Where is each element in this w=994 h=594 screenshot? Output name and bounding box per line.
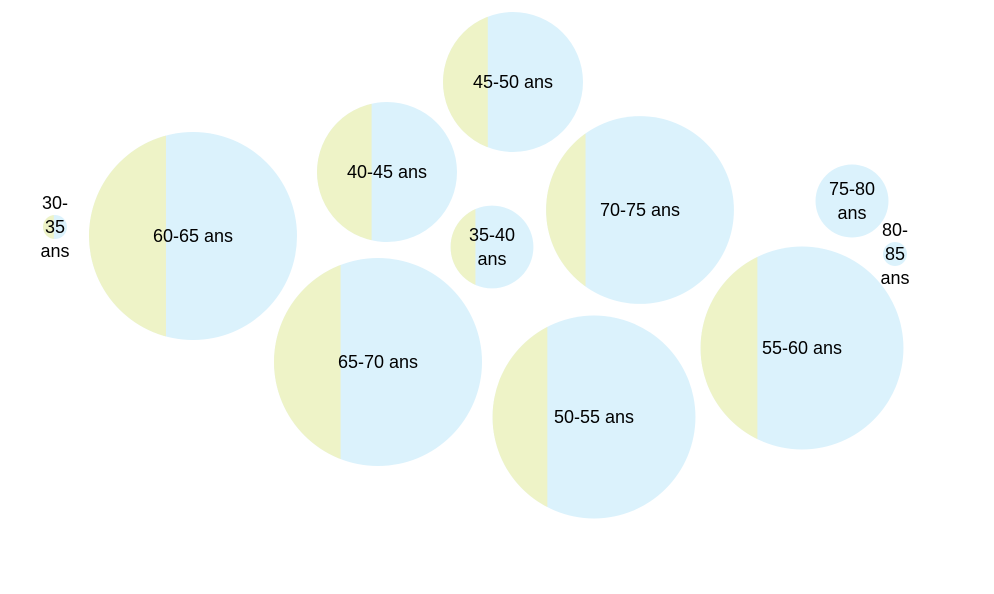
bubble-part-b xyxy=(883,242,907,266)
bubble-label-line: ans xyxy=(477,249,506,269)
bubble-75-80-ans: 75-80 ans xyxy=(815,164,889,238)
bubble-part-a xyxy=(43,215,54,239)
bubble-label-line: 65-70 ans xyxy=(338,352,418,372)
bubble-label-line: 35 xyxy=(45,217,65,237)
bubble-part-b xyxy=(815,164,889,238)
bubble-label-line: 80- xyxy=(882,220,908,240)
bubble-label: 70-75 ans xyxy=(600,200,680,220)
bubble-label-line: 70-75 ans xyxy=(600,200,680,220)
bubble-label: 30- 35 ans xyxy=(40,193,69,261)
bubble-part-a xyxy=(492,315,548,519)
bubble-part-a xyxy=(546,116,586,304)
bubble-label: 40-45 ans xyxy=(347,162,427,182)
bubble-80-85-ans: 80- 85 ans xyxy=(880,220,909,288)
bubble-part-a xyxy=(450,205,476,289)
bubble-label-line: 55-60 ans xyxy=(762,338,842,358)
bubble-label: 55-60 ans xyxy=(762,338,842,358)
bubble-label-line: 40-45 ans xyxy=(347,162,427,182)
bubble-label: 60-65 ans xyxy=(153,226,233,246)
bubble-part-a xyxy=(274,258,341,466)
bubble-35-40-ans: 35-40 ans xyxy=(450,205,534,289)
bubble-part-a xyxy=(700,246,758,450)
bubble-label: 75-80 ans xyxy=(829,179,875,223)
bubble-70-75-ans: 70-75 ans xyxy=(546,116,734,304)
bubble-label: 35-40 ans xyxy=(469,225,515,269)
bubble-label: 80- 85 ans xyxy=(880,220,909,288)
bubble-label-line: 50-55 ans xyxy=(554,407,634,427)
bubble-55-60-ans: 55-60 ans xyxy=(700,246,904,450)
bubble-40-45-ans: 40-45 ans xyxy=(316,101,458,243)
bubble-label-line: 85 xyxy=(885,244,905,264)
bubble-label-line: ans xyxy=(837,203,866,223)
bubble-30-35-ans: 30- 35 ans xyxy=(40,193,69,261)
bubble-label: 65-70 ans xyxy=(338,352,418,372)
bubble-label: 50-55 ans xyxy=(554,407,634,427)
bubble-label-line: ans xyxy=(40,241,69,261)
bubble-label-line: 35-40 xyxy=(469,225,515,245)
bubble-label-line: 30- xyxy=(42,193,68,213)
bubble-label-line: 75-80 xyxy=(829,179,875,199)
bubble-65-70-ans: 65-70 ans xyxy=(274,258,482,466)
bubble-45-50-ans: 45-50 ans xyxy=(442,11,584,153)
bubble-label-line: ans xyxy=(880,268,909,288)
bubble-label-line: 60-65 ans xyxy=(153,226,233,246)
bubble-label: 45-50 ans xyxy=(473,72,553,92)
bubble-60-65-ans: 60-65 ans xyxy=(89,132,297,340)
bubble-part-b xyxy=(546,116,734,304)
bubble-50-55-ans: 50-55 ans xyxy=(492,315,696,519)
bubble-label-line: 45-50 ans xyxy=(473,72,553,92)
